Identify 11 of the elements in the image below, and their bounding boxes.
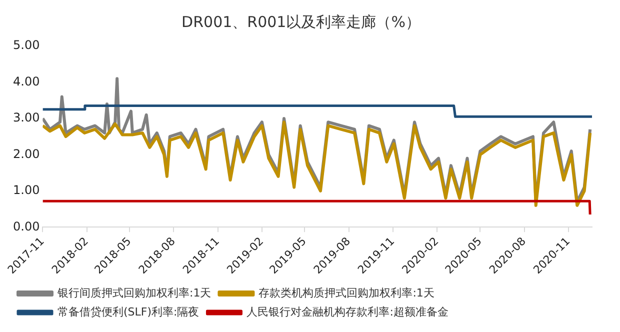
y-tick-label: 2.00 (13, 146, 40, 161)
y-tick-label: 3.00 (13, 110, 40, 125)
legend-label: 人民银行对金融机构存款利率:超额准备金 (246, 305, 448, 318)
legend-label: 银行间质押式回购加权利率:1天 (56, 286, 212, 300)
y-tick-label: 5.00 (13, 38, 40, 52)
chart-title: DR001、R001以及利率走廊（%） (182, 12, 420, 31)
legend-label: 常备借贷便利(SLF)利率:隔夜 (58, 305, 200, 318)
legend-label: 存款类机构质押式回购加权利率:1天 (258, 286, 434, 300)
y-tick-label: 4.00 (13, 74, 40, 88)
y-tick-label: 1.00 (13, 183, 40, 198)
y-tick-label: 0.00 (13, 219, 40, 234)
